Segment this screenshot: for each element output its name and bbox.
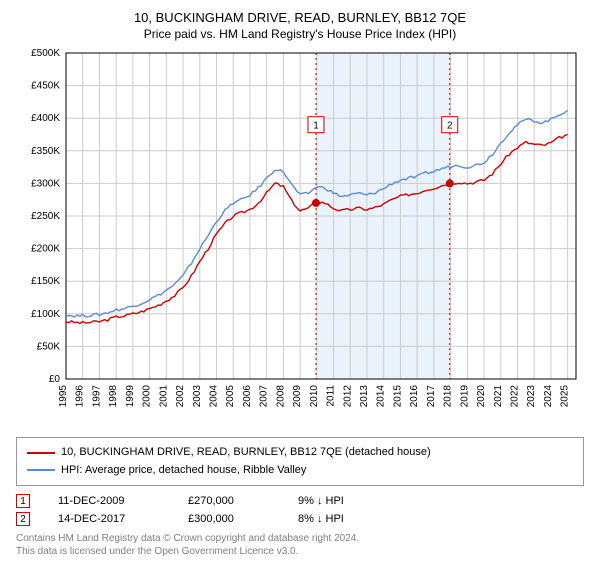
svg-text:2012: 2012 xyxy=(342,385,353,408)
chart-subtitle: Price paid vs. HM Land Registry's House … xyxy=(16,27,584,41)
sale-date: 11-DEC-2009 xyxy=(58,495,188,507)
svg-text:2003: 2003 xyxy=(192,385,203,408)
legend-box: 10, BUCKINGHAM DRIVE, READ, BURNLEY, BB1… xyxy=(16,437,584,486)
svg-text:2001: 2001 xyxy=(158,385,169,408)
svg-text:2020: 2020 xyxy=(476,385,487,408)
svg-text:£400K: £400K xyxy=(31,113,60,124)
svg-text:2015: 2015 xyxy=(392,385,403,408)
svg-text:£50K: £50K xyxy=(37,341,61,352)
svg-text:£0: £0 xyxy=(49,374,61,385)
svg-text:1: 1 xyxy=(313,121,319,132)
svg-text:2008: 2008 xyxy=(275,385,286,408)
svg-text:£100K: £100K xyxy=(31,309,60,320)
svg-text:£250K: £250K xyxy=(31,211,60,222)
attribution-line-2: This data is licensed under the Open Gov… xyxy=(16,545,584,558)
svg-text:£200K: £200K xyxy=(31,244,60,255)
sale-price: £300,000 xyxy=(188,513,298,525)
sale-price: £270,000 xyxy=(188,495,298,507)
svg-text:2000: 2000 xyxy=(142,385,153,408)
legend-swatch xyxy=(27,452,55,454)
sale-row: 1 11-DEC-2009£270,0009% ↓ HPI xyxy=(16,494,584,508)
sale-delta: 9% ↓ HPI xyxy=(298,495,418,507)
svg-text:2023: 2023 xyxy=(526,385,537,408)
svg-text:2016: 2016 xyxy=(409,385,420,408)
svg-text:£150K: £150K xyxy=(31,276,60,287)
svg-text:2: 2 xyxy=(447,121,453,132)
svg-text:2019: 2019 xyxy=(459,385,470,408)
sale-marker: 2 xyxy=(16,512,30,526)
legend-row: 10, BUCKINGHAM DRIVE, READ, BURNLEY, BB1… xyxy=(27,444,573,462)
svg-text:2017: 2017 xyxy=(426,385,437,408)
attribution-line-1: Contains HM Land Registry data © Crown c… xyxy=(16,532,584,545)
svg-text:2006: 2006 xyxy=(242,385,253,408)
svg-text:1996: 1996 xyxy=(75,385,86,408)
svg-text:2022: 2022 xyxy=(509,385,520,408)
svg-text:2002: 2002 xyxy=(175,385,186,408)
svg-text:£300K: £300K xyxy=(31,178,60,189)
svg-text:2010: 2010 xyxy=(309,385,320,408)
svg-text:2025: 2025 xyxy=(560,385,571,408)
svg-text:2011: 2011 xyxy=(326,385,337,407)
legend-row: HPI: Average price, detached house, Ribb… xyxy=(27,462,573,480)
svg-text:2013: 2013 xyxy=(359,385,370,408)
svg-text:2004: 2004 xyxy=(208,385,219,408)
sale-marker: 1 xyxy=(16,494,30,508)
svg-text:1999: 1999 xyxy=(125,385,136,408)
chart-svg: £0 £50K £100K £150K £200K £250K £300K £350K £400… xyxy=(16,49,584,429)
svg-text:2021: 2021 xyxy=(493,385,504,408)
sale-row: 2 14-DEC-2017£300,0008% ↓ HPI xyxy=(16,512,584,526)
svg-text:1995: 1995 xyxy=(58,385,69,408)
sales-table: 1 11-DEC-2009£270,0009% ↓ HPI 2 14-DEC-2017… xyxy=(16,494,584,526)
chart-title: 10, BUCKINGHAM DRIVE, READ, BURNLEY, BB1… xyxy=(16,10,584,25)
svg-text:2007: 2007 xyxy=(259,385,270,408)
attribution: Contains HM Land Registry data © Crown c… xyxy=(16,532,584,558)
container: 10, BUCKINGHAM DRIVE, READ, BURNLEY, BB1… xyxy=(0,0,600,566)
sale-delta: 8% ↓ HPI xyxy=(298,513,418,525)
svg-text:2009: 2009 xyxy=(292,385,303,408)
svg-text:£350K: £350K xyxy=(31,146,60,157)
svg-text:£450K: £450K xyxy=(31,81,60,92)
svg-text:2018: 2018 xyxy=(443,385,454,408)
legend-swatch xyxy=(27,469,55,471)
svg-text:2024: 2024 xyxy=(543,385,554,408)
svg-text:2014: 2014 xyxy=(376,385,387,408)
svg-text:1997: 1997 xyxy=(91,385,102,408)
svg-text:2005: 2005 xyxy=(225,385,236,408)
legend-label: HPI: Average price, detached house, Ribb… xyxy=(61,462,306,480)
sale-date: 14-DEC-2017 xyxy=(58,513,188,525)
svg-text:1998: 1998 xyxy=(108,385,119,408)
svg-text:£500K: £500K xyxy=(31,49,60,59)
price-chart: £0 £50K £100K £150K £200K £250K £300K £350K £400… xyxy=(16,49,584,429)
legend-label: 10, BUCKINGHAM DRIVE, READ, BURNLEY, BB1… xyxy=(61,444,431,462)
